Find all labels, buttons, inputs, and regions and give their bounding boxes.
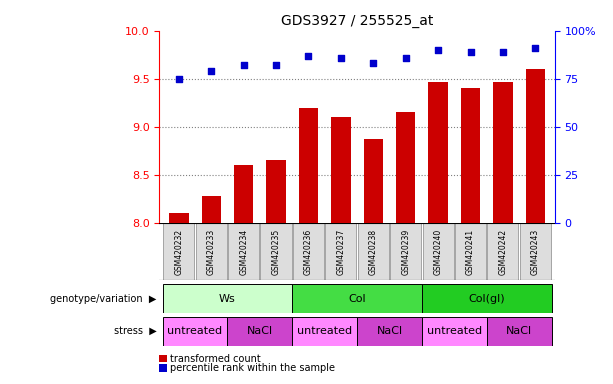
Bar: [326, 223, 356, 280]
Bar: [357, 317, 422, 346]
Text: genotype/variation  ▶: genotype/variation ▶: [50, 293, 156, 304]
Text: GSM420242: GSM420242: [498, 228, 508, 275]
Text: GSM420236: GSM420236: [304, 228, 313, 275]
Point: [238, 62, 248, 68]
Bar: [162, 317, 227, 346]
Point: [207, 68, 216, 74]
Bar: [163, 223, 194, 280]
Text: NaCl: NaCl: [506, 326, 532, 336]
Bar: [227, 317, 292, 346]
Bar: [228, 223, 259, 280]
Bar: [261, 223, 292, 280]
Text: transformed count: transformed count: [170, 354, 261, 364]
Bar: [266, 161, 286, 223]
Bar: [364, 139, 383, 223]
Bar: [396, 112, 416, 223]
Bar: [292, 317, 357, 346]
Bar: [293, 223, 324, 280]
Bar: [525, 69, 545, 223]
Point: [303, 53, 313, 59]
Bar: [461, 88, 480, 223]
Bar: [162, 284, 292, 313]
Text: untreated: untreated: [297, 326, 352, 336]
Point: [271, 62, 281, 68]
Text: GSM420233: GSM420233: [207, 228, 216, 275]
Bar: [428, 82, 448, 223]
Point: [336, 55, 346, 61]
Bar: [331, 117, 351, 223]
Bar: [422, 223, 454, 280]
Text: GSM420243: GSM420243: [531, 228, 540, 275]
Text: Col(gl): Col(gl): [468, 293, 505, 304]
Text: percentile rank within the sample: percentile rank within the sample: [170, 363, 335, 374]
Bar: [493, 82, 512, 223]
Bar: [487, 223, 519, 280]
Bar: [292, 284, 422, 313]
Text: NaCl: NaCl: [247, 326, 273, 336]
Text: GSM420234: GSM420234: [239, 228, 248, 275]
Text: GSM420241: GSM420241: [466, 228, 475, 275]
Text: GSM420232: GSM420232: [174, 228, 183, 275]
Bar: [299, 108, 318, 223]
Text: untreated: untreated: [427, 326, 482, 336]
Text: GSM420239: GSM420239: [401, 228, 410, 275]
Point: [401, 55, 411, 61]
Title: GDS3927 / 255525_at: GDS3927 / 255525_at: [281, 14, 433, 28]
Bar: [520, 223, 551, 280]
Text: Col: Col: [348, 293, 366, 304]
Bar: [202, 196, 221, 223]
Text: GSM420238: GSM420238: [369, 228, 378, 275]
Text: Ws: Ws: [219, 293, 236, 304]
Text: stress  ▶: stress ▶: [113, 326, 156, 336]
Bar: [422, 284, 552, 313]
Text: GSM420237: GSM420237: [337, 228, 345, 275]
Point: [498, 49, 508, 55]
Bar: [487, 317, 552, 346]
Bar: [169, 213, 189, 223]
Text: GSM420235: GSM420235: [272, 228, 281, 275]
Text: GSM420240: GSM420240: [433, 228, 443, 275]
Bar: [455, 223, 486, 280]
Point: [530, 45, 540, 51]
Text: NaCl: NaCl: [376, 326, 403, 336]
Bar: [196, 223, 227, 280]
Text: untreated: untreated: [167, 326, 223, 336]
Bar: [422, 317, 487, 346]
Point: [466, 49, 476, 55]
Point: [368, 60, 378, 66]
Point: [433, 47, 443, 53]
Bar: [358, 223, 389, 280]
Bar: [234, 165, 253, 223]
Bar: [390, 223, 421, 280]
Point: [174, 76, 184, 82]
